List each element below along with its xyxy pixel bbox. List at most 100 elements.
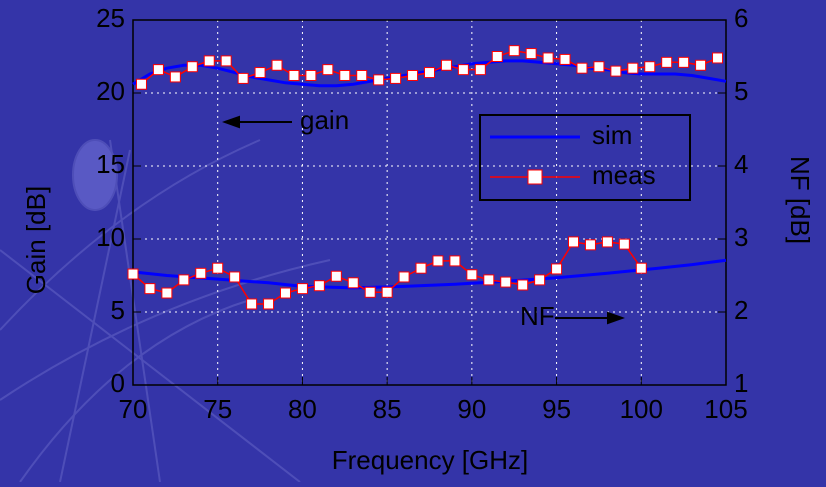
marker (330, 270, 342, 282)
y2-tick-label: 6 (734, 3, 748, 33)
marker (542, 52, 554, 64)
marker (635, 262, 647, 274)
marker (152, 64, 164, 76)
marker (618, 238, 630, 250)
marker (678, 56, 690, 68)
marker (254, 67, 266, 79)
x-tick-label: 95 (542, 394, 571, 424)
marker (203, 55, 215, 67)
marker (339, 69, 351, 81)
x-tick-label: 105 (704, 394, 747, 424)
marker (517, 279, 529, 291)
y2-tick-label: 5 (734, 76, 748, 106)
y-tick-label: 5 (111, 295, 125, 325)
x-tick-label: 80 (288, 394, 317, 424)
legend-box (479, 114, 691, 201)
marker (440, 59, 452, 71)
marker (415, 262, 427, 274)
marker (364, 286, 376, 298)
marker (178, 274, 190, 286)
marker (127, 268, 139, 280)
marker (263, 298, 275, 310)
x-tick-label: 75 (203, 394, 232, 424)
plot-frame (132, 19, 727, 386)
y2-tick-label: 2 (734, 295, 748, 325)
y-tick-label: 0 (111, 368, 125, 398)
annotation-arrow (555, 311, 625, 325)
marker (525, 48, 537, 60)
marker (449, 255, 461, 267)
marker (576, 62, 588, 74)
marker (474, 64, 486, 76)
y2-tick-label: 4 (734, 149, 748, 179)
marker (712, 52, 724, 64)
marker (593, 61, 605, 73)
marker (246, 298, 258, 310)
marker (220, 55, 232, 67)
marker (601, 236, 613, 248)
marker (212, 262, 224, 274)
marker (161, 287, 173, 299)
y2-tick-label: 1 (734, 368, 748, 398)
x-axis-label: Frequency [GHz] (332, 445, 529, 475)
marker (491, 51, 503, 62)
marker (508, 45, 520, 57)
marker (551, 263, 563, 275)
y-axis-label: Gain [dB] (21, 186, 51, 294)
legend-label: sim (592, 120, 632, 150)
marker (466, 269, 478, 281)
marker (627, 62, 639, 74)
legend-label: meas (592, 160, 656, 190)
marker (279, 287, 291, 299)
marker (534, 274, 546, 286)
marker (559, 53, 571, 65)
marker (695, 59, 707, 71)
annotation-arrow (222, 115, 292, 129)
marker (483, 274, 495, 286)
annotation: gain (300, 105, 349, 135)
marker (169, 71, 181, 83)
marker (144, 283, 156, 295)
marker (381, 286, 393, 298)
marker (288, 69, 300, 81)
marker (305, 69, 317, 81)
marker (500, 276, 512, 288)
marker (457, 64, 469, 76)
marker (186, 61, 198, 73)
marker (661, 56, 673, 68)
background-decoration (0, 139, 331, 483)
y-tick-label: 10 (96, 222, 125, 252)
marker (322, 64, 334, 76)
marker (398, 271, 410, 283)
x-tick-label: 70 (119, 394, 148, 424)
y-tick-label: 15 (96, 149, 125, 179)
marker (390, 72, 402, 84)
marker (135, 78, 147, 90)
marker (407, 69, 419, 81)
marker (237, 72, 249, 84)
marker (644, 61, 656, 73)
marker (356, 69, 368, 81)
marker (584, 239, 596, 251)
x-tick-label: 90 (457, 394, 486, 424)
marker (195, 267, 207, 279)
legend-marker (527, 169, 543, 185)
marker (568, 236, 580, 248)
y-tick-label: 20 (96, 76, 125, 106)
series-line (132, 258, 727, 290)
marker (432, 255, 444, 267)
marker (296, 283, 308, 295)
marker (424, 67, 435, 79)
marker (271, 59, 283, 71)
marker (610, 65, 622, 77)
marker (313, 280, 325, 292)
x-tick-label: 100 (620, 394, 663, 424)
y2-tick-label: 3 (734, 222, 748, 252)
y2-axis-label: NF [dB] (785, 156, 815, 244)
marker (347, 277, 359, 289)
y-tick-label: 25 (96, 3, 125, 33)
annotation: NF (520, 301, 555, 331)
marker (229, 271, 241, 283)
